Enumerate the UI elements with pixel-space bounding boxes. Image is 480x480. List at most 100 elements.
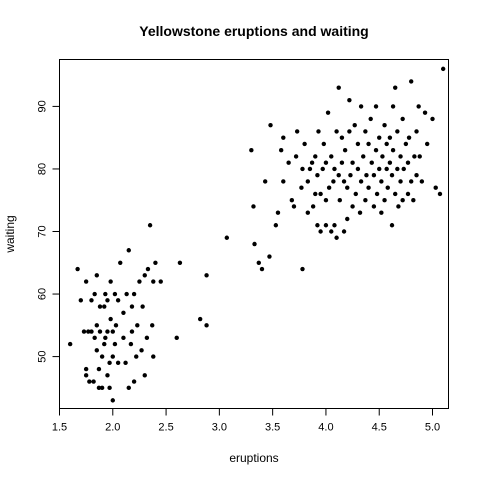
data-point (355, 166, 361, 172)
y-tick-label: 60 (37, 288, 49, 300)
data-point (121, 335, 126, 341)
data-point (366, 141, 371, 147)
data-point (110, 354, 115, 359)
data-point (337, 198, 342, 203)
data-point (395, 166, 400, 172)
data-point (339, 135, 345, 140)
data-point (323, 223, 329, 228)
data-point (309, 160, 315, 165)
data-point (142, 373, 147, 378)
data-point (86, 329, 91, 334)
data-point (150, 323, 155, 328)
y-tick-label: 70 (37, 225, 49, 237)
data-point (105, 329, 110, 334)
data-point (358, 179, 364, 184)
data-point (204, 273, 209, 278)
data-point (313, 154, 318, 159)
data-point (380, 154, 385, 159)
y-tick-label: 90 (37, 100, 49, 112)
data-point (144, 335, 150, 341)
data-point (345, 216, 350, 222)
data-point (128, 341, 134, 347)
data-point (102, 304, 107, 309)
data-point (151, 354, 156, 359)
data-point (78, 298, 84, 303)
data-point (323, 160, 329, 165)
data-point (124, 291, 129, 297)
data-point (384, 141, 389, 147)
data-point (369, 160, 374, 165)
data-point (91, 379, 96, 384)
x-tick-label: 2.0 (105, 422, 120, 434)
data-point (357, 210, 363, 215)
data-point (293, 154, 299, 159)
x-axis-label: eruptions (229, 451, 278, 465)
data-point (424, 141, 430, 147)
data-point (348, 173, 353, 178)
data-point (355, 141, 361, 147)
data-point (332, 223, 337, 228)
data-point (115, 298, 121, 303)
data-point (334, 235, 339, 240)
y-tick-label: 50 (37, 350, 49, 362)
data-point (110, 329, 115, 334)
data-point (83, 366, 89, 372)
data-point (197, 316, 203, 322)
data-point (408, 79, 414, 84)
data-point (281, 135, 286, 140)
data-point (105, 373, 110, 378)
data-point (174, 335, 179, 341)
data-point (252, 241, 257, 247)
data-point (342, 147, 348, 153)
data-point (350, 160, 355, 165)
data-point (416, 104, 421, 109)
data-point (334, 129, 339, 134)
data-point (398, 179, 403, 184)
data-point (281, 179, 286, 184)
data-point (251, 204, 256, 209)
data-point (92, 335, 97, 341)
data-point (249, 147, 254, 153)
data-point (368, 116, 373, 122)
data-point (302, 141, 307, 147)
data-point (139, 348, 144, 353)
data-point (377, 135, 382, 140)
data-point (440, 66, 446, 72)
data-point (316, 129, 321, 134)
data-point (387, 160, 393, 165)
data-point (113, 323, 119, 328)
data-point (389, 223, 395, 228)
data-point (291, 204, 297, 209)
data-point (393, 85, 398, 90)
data-point (389, 173, 395, 178)
data-point (83, 279, 89, 284)
data-point (371, 173, 377, 178)
data-point (89, 329, 94, 334)
data-point (224, 235, 230, 240)
data-point (294, 129, 300, 134)
data-point (363, 198, 368, 203)
data-point (112, 291, 118, 297)
data-point (325, 110, 331, 115)
data-point (131, 291, 137, 297)
data-point (96, 385, 102, 391)
data-point (137, 279, 142, 284)
data-point (353, 191, 358, 197)
data-point (350, 204, 355, 209)
data-point (329, 229, 334, 234)
data-point (103, 335, 108, 341)
data-point (433, 185, 438, 190)
data-point (310, 204, 316, 209)
data-point (289, 198, 295, 203)
data-point (126, 248, 131, 253)
data-point (67, 341, 73, 347)
data-point (123, 360, 128, 366)
data-point (405, 191, 411, 197)
data-point (134, 354, 139, 359)
data-point (408, 179, 414, 184)
data-point (382, 198, 387, 203)
data-point (396, 204, 401, 209)
data-point (382, 122, 387, 128)
data-point (105, 298, 110, 303)
data-point (267, 254, 272, 259)
